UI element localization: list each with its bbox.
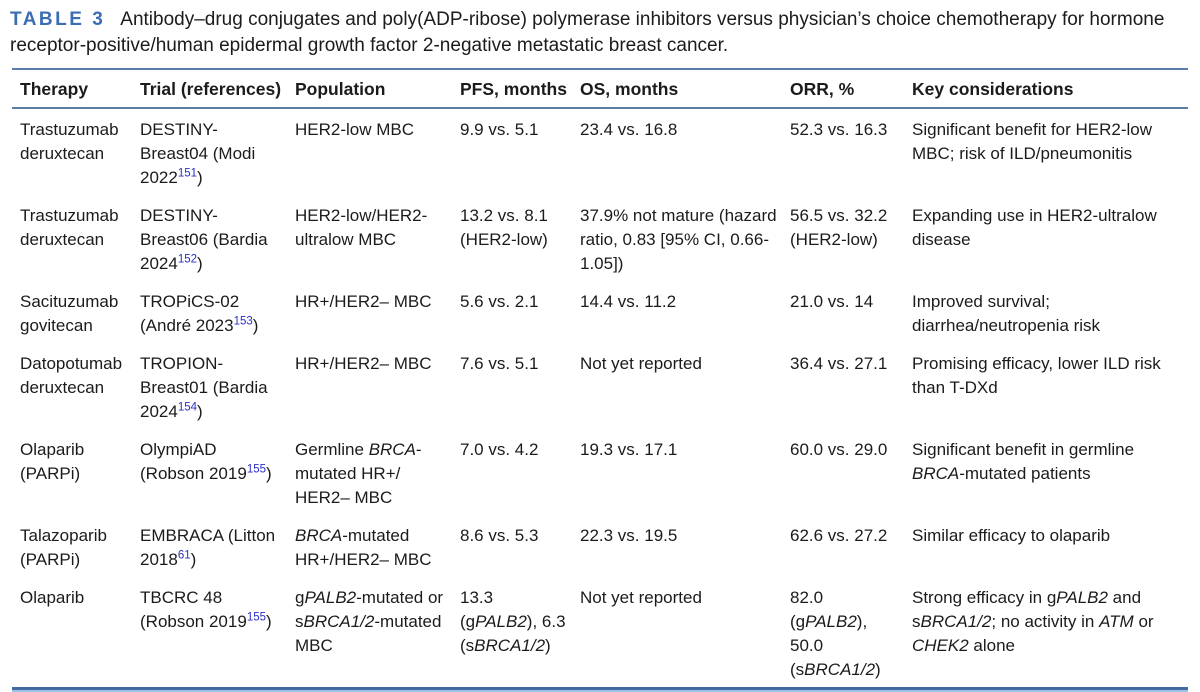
table-cell: 52.3 vs. 16.3 — [790, 120, 888, 139]
table-cell: 14.4 vs. 11.2 — [580, 292, 677, 311]
table-cell: 36.4 vs. 27.1 — [790, 354, 888, 373]
table-cell: 22.3 vs. 19.5 — [580, 526, 678, 545]
reference-link[interactable]: 153 — [233, 315, 253, 328]
table-header-row: Therapy Trial (references) Population PFS, … — [12, 68, 1188, 109]
gene-name: BRCA1/2 — [303, 612, 375, 631]
gene-name: PALB2 — [1056, 588, 1108, 607]
gene-name: BRCA — [295, 526, 343, 545]
table-row: Talazoparib (PARPi) EMBRACA (Litton 20186… — [12, 515, 1188, 577]
table-cell: 13.3 (gPALB2), 6.3 (sBRCA1/2) — [460, 588, 566, 655]
table-cell: 37.9% not mature (hazard ratio, 0.83 [95… — [580, 206, 777, 273]
reference-link[interactable]: 152 — [177, 253, 198, 266]
table-cell: 7.6 vs. 5.1 — [460, 354, 539, 373]
reference-link[interactable]: 151 — [177, 167, 198, 180]
table-caption: TABLE 3 Antibody–drug conjugates and poly… — [0, 0, 1200, 59]
reference-link[interactable]: 155 — [246, 463, 266, 476]
table-cell: Significant benefit in germline BRCA-mut… — [912, 440, 1135, 483]
table-row: Datopotumab deruxtecan TROPION-Breast01 (… — [12, 343, 1188, 429]
column-header-population: Population — [295, 68, 460, 109]
column-header-trial-references: Trial (references) — [140, 68, 295, 109]
table-cell: Germline BRCA-mutated HR+/ HER2– MBC — [295, 440, 422, 507]
table-cell: Sacituzumab govitecan — [20, 292, 119, 335]
table-cell: Not yet reported — [580, 354, 702, 373]
table-cell: 21.0 vs. 14 — [790, 292, 874, 311]
data-table-container: Therapy Trial (references) Population PFS, … — [12, 68, 1188, 692]
clinical-trials-table: Therapy Trial (references) Population PFS, … — [12, 68, 1188, 687]
table-cell: Strong efficacy in gPALB2 and sBRCA1/2; … — [912, 588, 1154, 655]
table-cell: 19.3 vs. 17.1 — [580, 440, 678, 459]
table-header: Therapy Trial (references) Population PFS, … — [12, 68, 1188, 109]
table-cell: EMBRACA (Litton 201861) — [140, 526, 276, 569]
table-cell: Trastuzumab deruxtecan — [20, 206, 119, 249]
reference-link[interactable]: 154 — [177, 401, 198, 414]
reference-link[interactable]: 155 — [246, 611, 266, 624]
column-header-os-months: OS, months — [580, 68, 790, 109]
gene-name: BRCA1/2 — [920, 612, 992, 631]
table-caption-text: Antibody–drug conjugates and poly(ADP-ri… — [10, 9, 1165, 56]
column-header-therapy: Therapy — [12, 68, 140, 109]
table-cell: 13.2 vs. 8.1 (HER2-low) — [460, 206, 548, 249]
table-row: Trastuzumab deruxtecan DESTINY-Breast06 (… — [12, 195, 1188, 281]
table-cell: Datopotumab deruxtecan — [20, 354, 123, 397]
table-cell: HER2-low/HER2-ultralow MBC — [295, 206, 428, 249]
table-cell: 9.9 vs. 5.1 — [460, 120, 539, 139]
gene-name: BRCA1/2 — [474, 636, 546, 655]
table-cell: 56.5 vs. 32.2 (HER2-low) — [790, 206, 888, 249]
table-cell: 62.6 vs. 27.2 — [790, 526, 888, 545]
gene-name: ATM — [1099, 612, 1134, 631]
table-cell: Olaparib — [20, 588, 85, 607]
table-cell: HER2-low MBC — [295, 120, 415, 139]
column-header-orr: ORR, % — [790, 68, 912, 109]
gene-name: PALB2 — [304, 588, 357, 607]
table-cell: 60.0 vs. 29.0 — [790, 440, 888, 459]
gene-name: BRCA1/2 — [804, 660, 876, 679]
gene-name: CHEK2 — [912, 636, 969, 655]
table-row: Olaparib (PARPi) OlympiAD (Robson 2019155… — [12, 429, 1188, 515]
table-cell: OlympiAD (Robson 2019155) — [140, 440, 272, 483]
table-cell: 82.0 (gPALB2), 50.0 (sBRCA1/2) — [790, 588, 881, 679]
table-cell: 5.6 vs. 2.1 — [460, 292, 539, 311]
table-cell: Improved survival; diarrhea/neutropenia … — [912, 292, 1101, 335]
gene-name: PALB2 — [475, 612, 527, 631]
table-cell: 8.6 vs. 5.3 — [460, 526, 539, 545]
table-cell: gPALB2-mutated or sBRCA1/2-mutated MBC — [295, 588, 444, 655]
table-body: Trastuzumab deruxtecan DESTINY-Breast04 (… — [12, 108, 1188, 687]
column-header-key-considerations: Key considerations — [912, 68, 1188, 109]
table-cell: 7.0 vs. 4.2 — [460, 440, 539, 459]
table-cell: Significant benefit for HER2-low MBC; ri… — [912, 120, 1153, 163]
reference-link[interactable]: 61 — [177, 549, 191, 562]
gene-name: BRCA — [912, 464, 960, 483]
table-cell: Talazoparib (PARPi) — [20, 526, 107, 569]
table-cell: TBCRC 48 (Robson 2019155) — [140, 588, 272, 631]
table-cell: Expanding use in HER2-ultralow disease — [912, 206, 1157, 249]
table-cell: HR+/HER2– MBC — [295, 292, 432, 311]
gene-name: PALB2 — [805, 612, 857, 631]
table-row: Olaparib TBCRC 48 (Robson 2019155) gPALB2-… — [12, 577, 1188, 687]
table-cell: Similar efficacy to olaparib — [912, 526, 1111, 545]
table-cell: Trastuzumab deruxtecan — [20, 120, 119, 163]
table-cell: TROPiCS-02 (André 2023153) — [140, 292, 259, 335]
table-cell: Olaparib (PARPi) — [20, 440, 85, 483]
table-cell: TROPION-Breast01 (Bardia 2024154) — [140, 354, 268, 421]
column-header-pfs-months: PFS, months — [460, 68, 580, 109]
table-cell: DESTINY-Breast06 (Bardia 2024152) — [140, 206, 268, 273]
table-cell: Not yet reported — [580, 588, 702, 607]
table-row: Trastuzumab deruxtecan DESTINY-Breast04 (… — [12, 108, 1188, 195]
table-number-label: TABLE 3 — [10, 9, 106, 30]
table-cell: Promising efficacy, lower ILD risk than … — [912, 354, 1161, 397]
table-cell: BRCA-mutated HR+/HER2– MBC — [295, 526, 432, 569]
table-cell: 23.4 vs. 16.8 — [580, 120, 678, 139]
table-cell: DESTINY-Breast04 (Modi 2022151) — [140, 120, 256, 187]
table-cell: HR+/HER2– MBC — [295, 354, 432, 373]
gene-name: BRCA — [368, 440, 416, 459]
table-row: Sacituzumab govitecan TROPiCS-02 (André 2… — [12, 281, 1188, 343]
